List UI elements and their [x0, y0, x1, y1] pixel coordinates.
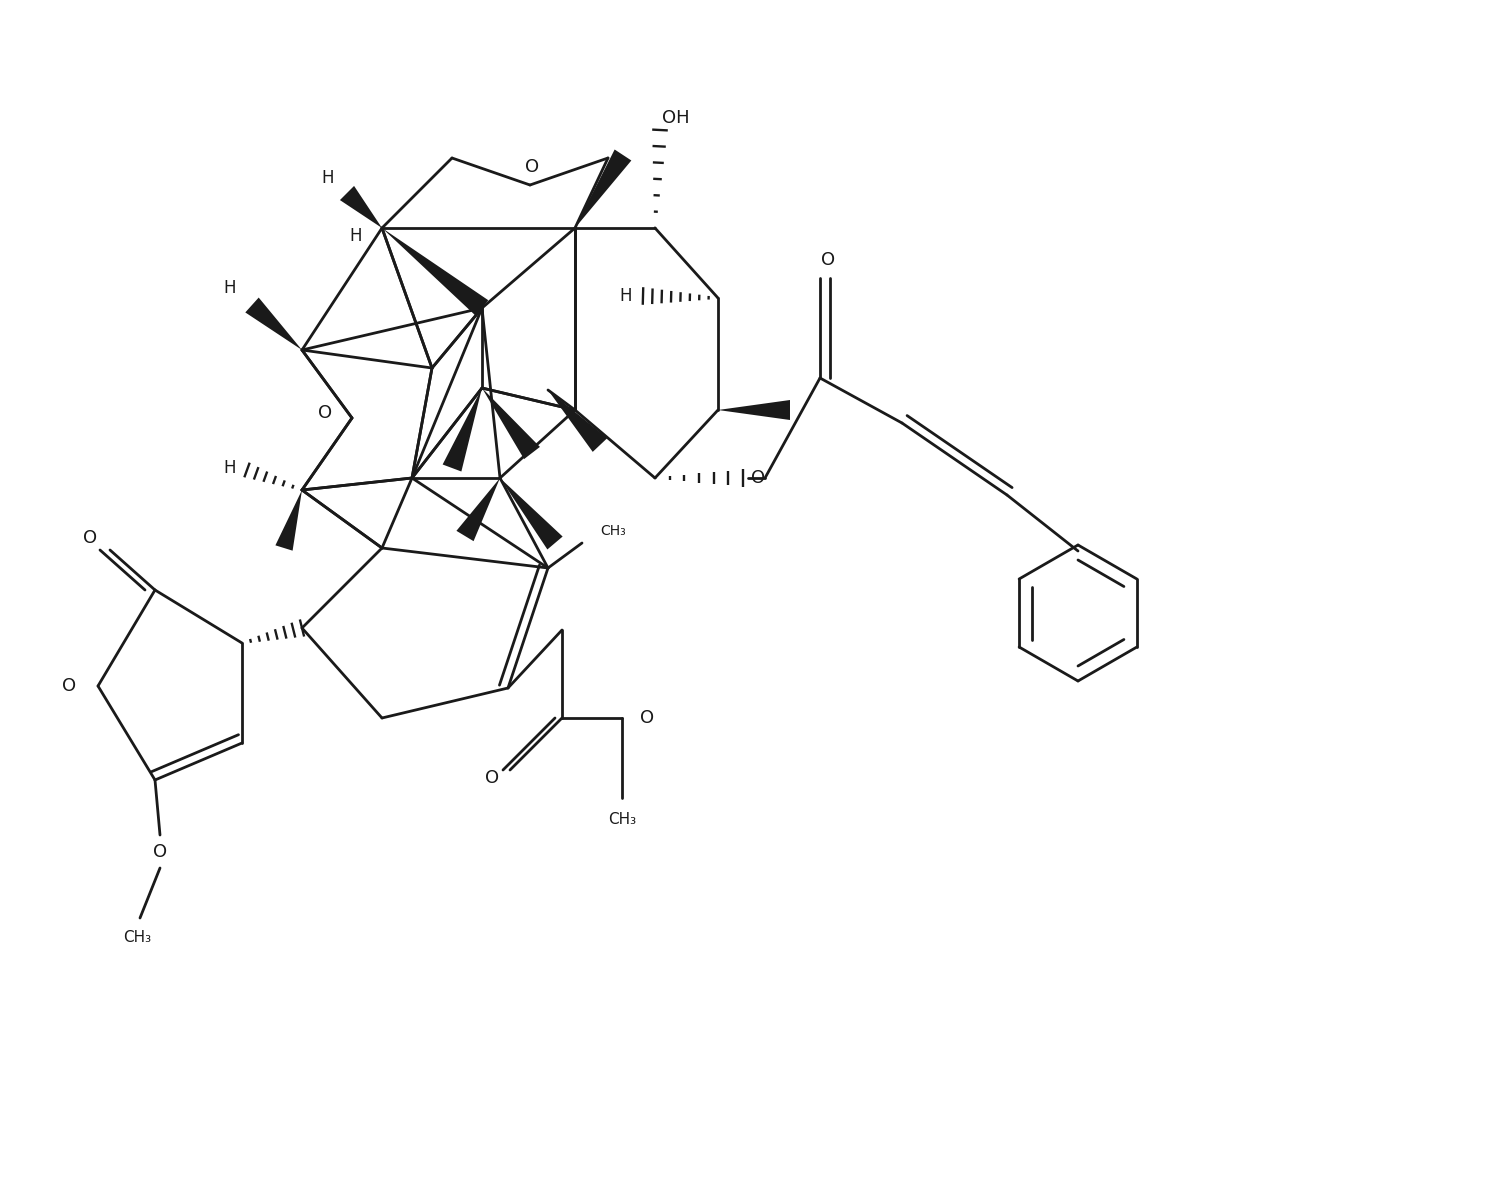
- Text: CH₃: CH₃: [123, 931, 152, 945]
- Text: H: H: [224, 459, 236, 477]
- Polygon shape: [340, 186, 382, 228]
- Text: H: H: [224, 279, 236, 297]
- Text: O: O: [484, 769, 499, 787]
- Text: H: H: [349, 226, 363, 246]
- Text: O: O: [153, 843, 166, 861]
- Text: OH: OH: [661, 109, 690, 127]
- Text: H: H: [620, 288, 632, 305]
- Text: O: O: [83, 530, 97, 547]
- Polygon shape: [275, 490, 302, 551]
- Text: CH₃: CH₃: [600, 524, 626, 538]
- Text: O: O: [640, 709, 654, 727]
- Text: O: O: [318, 404, 331, 422]
- Polygon shape: [245, 297, 302, 350]
- Polygon shape: [443, 388, 481, 472]
- Text: O: O: [750, 468, 765, 488]
- Text: O: O: [525, 158, 539, 176]
- Polygon shape: [382, 228, 489, 316]
- Polygon shape: [718, 400, 791, 420]
- Text: O: O: [62, 677, 76, 695]
- Polygon shape: [481, 388, 539, 459]
- Text: O: O: [820, 252, 835, 270]
- Polygon shape: [499, 478, 563, 550]
- Text: CH₃: CH₃: [608, 812, 636, 828]
- Text: H: H: [322, 169, 334, 187]
- Polygon shape: [548, 391, 608, 452]
- Polygon shape: [456, 478, 499, 541]
- Polygon shape: [575, 150, 632, 228]
